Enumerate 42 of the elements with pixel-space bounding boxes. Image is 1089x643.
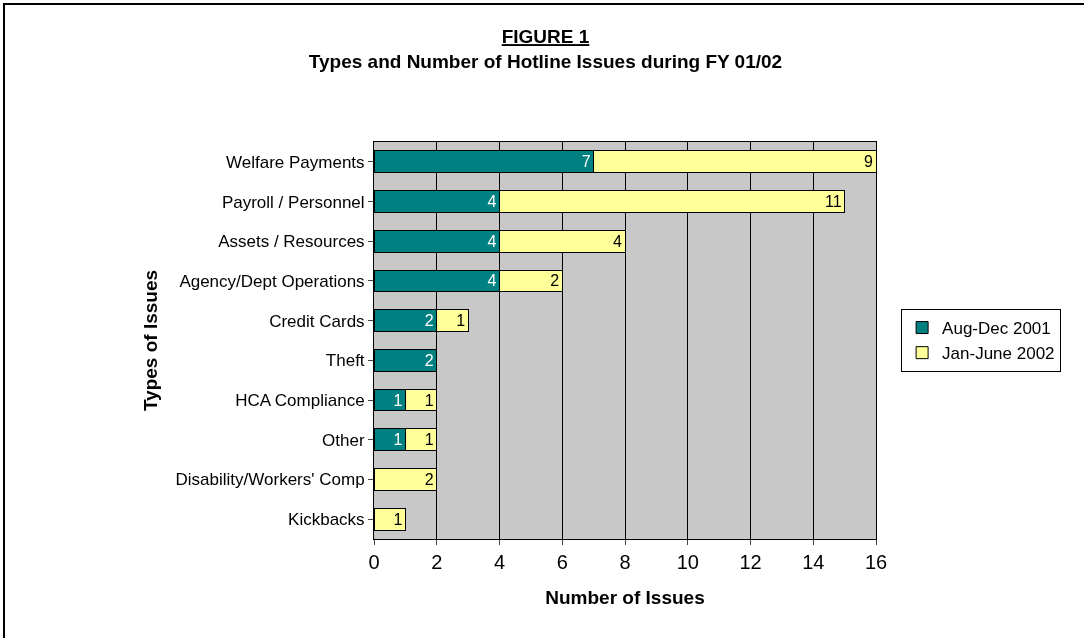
data-label: 4 <box>487 272 497 290</box>
data-label: 2 <box>424 312 434 330</box>
x-tick-label: 0 <box>368 551 380 573</box>
x-tick-label: 14 <box>802 551 825 573</box>
y-tick-label: Assets / Resources <box>218 232 365 252</box>
data-label: 11 <box>824 193 842 211</box>
data-label: 1 <box>393 510 403 528</box>
data-label: 7 <box>581 153 591 171</box>
y-tick-label: HCA Compliance <box>235 391 365 410</box>
data-label: 2 <box>424 351 434 369</box>
data-label: 1 <box>456 312 466 330</box>
data-label: 1 <box>393 391 403 409</box>
x-tick-label: 12 <box>739 551 762 573</box>
legend-label: Jan-June 2002 <box>942 344 1055 364</box>
chart-subtitle: Types and Number of Hotline Issues during FY 01/02 <box>308 50 783 72</box>
data-label: 9 <box>864 153 873 171</box>
data-label: 1 <box>424 391 434 409</box>
y-tick-label: Disability/Workers' Comp <box>175 470 365 490</box>
y-tick-label: Credit Cards <box>269 311 365 331</box>
y-tick-label: Kickbacks <box>288 510 365 530</box>
y-tick-label: Payroll / Personnel <box>221 192 365 212</box>
x-tick-label: 8 <box>619 551 631 573</box>
data-label: 4 <box>487 193 497 211</box>
data-label: 1 <box>424 431 434 449</box>
data-label: 1 <box>393 431 403 449</box>
y-tick-label: Other <box>322 430 365 450</box>
data-label: 4 <box>487 232 497 250</box>
y-tick-label: Welfare Payments <box>226 152 365 172</box>
x-tick-label: 2 <box>431 551 443 573</box>
y-axis-title: Types of Issues <box>140 269 162 412</box>
chart-title: FIGURE 1 <box>501 26 590 48</box>
y-tick-label: Agency/Dept Operations <box>179 271 365 291</box>
x-tick-label: 4 <box>493 551 506 573</box>
x-tick-label: 16 <box>864 551 888 573</box>
y-tick-label: Theft <box>325 351 365 371</box>
x-tick-label: 6 <box>556 551 568 573</box>
legend-label: Aug-Dec 2001 <box>942 319 1051 339</box>
x-axis-title: Number of Issues <box>545 586 705 608</box>
data-label: 4 <box>613 232 622 250</box>
data-label: 2 <box>424 470 434 488</box>
data-label: 2 <box>550 272 560 290</box>
x-tick-label: 10 <box>676 551 699 573</box>
